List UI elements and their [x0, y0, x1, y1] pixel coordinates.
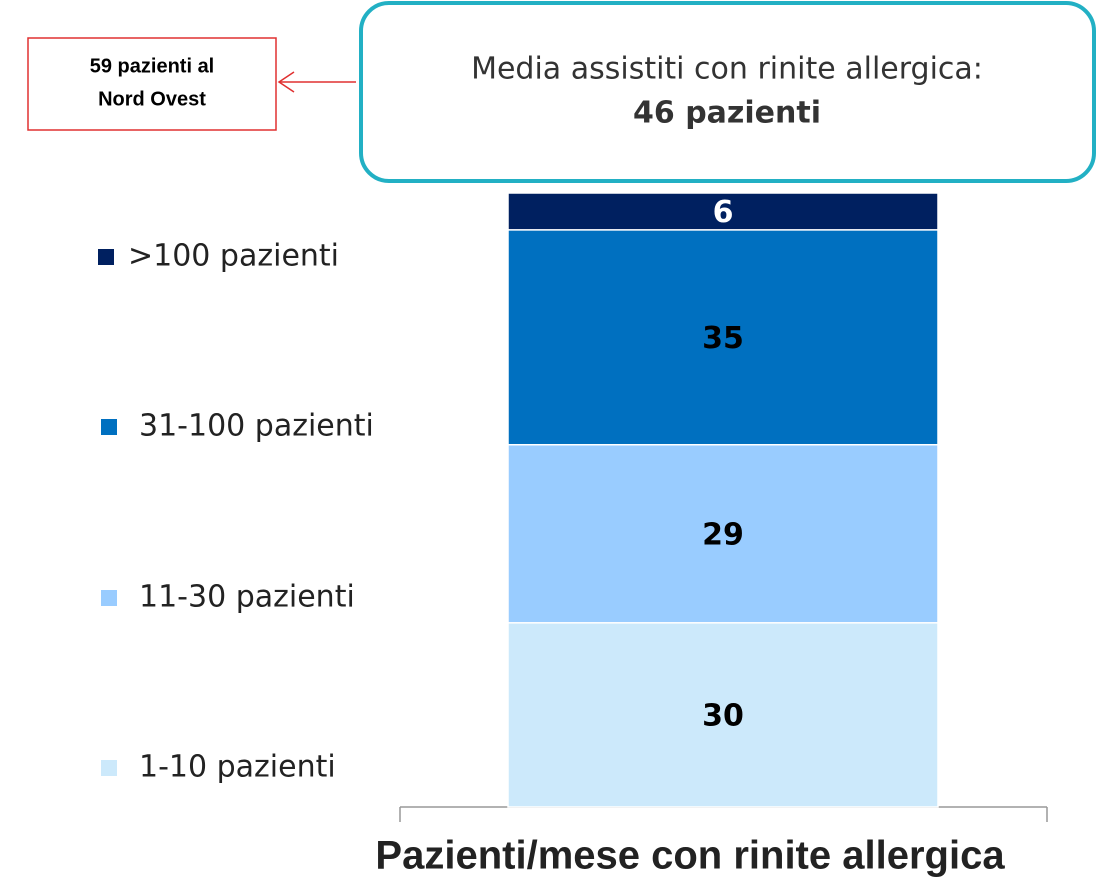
legend-marker: [101, 419, 117, 435]
x-axis-category: Pazienti/mese con rinite allergica: [375, 834, 1005, 878]
bar-segment: [507, 443, 939, 624]
note-text: Nord Ovest: [98, 88, 206, 110]
legend-label: 31-100 pazienti: [139, 409, 374, 444]
legend-marker: [101, 590, 117, 606]
data-label: 35: [702, 321, 744, 356]
legend-label: >100 pazienti: [128, 239, 339, 274]
callout-box: [359, 1, 1096, 183]
x-axis: [399, 806, 1048, 822]
legend-marker: [98, 249, 114, 265]
legend-label: 1-10 pazienti: [139, 750, 336, 785]
data-label: 30: [702, 698, 744, 733]
note-arrow: [277, 71, 356, 93]
legend-label: 11-30 pazienti: [139, 580, 355, 615]
callout-text: Media assistiti con rinite allergica:: [471, 52, 983, 87]
note-box: [27, 37, 277, 131]
bar-segment: [507, 622, 939, 808]
data-label: 6: [713, 195, 734, 230]
bar-segment: [507, 192, 939, 231]
legend-marker: [101, 760, 117, 776]
note-text: 59 pazienti al: [90, 55, 215, 77]
data-label: 29: [702, 517, 744, 552]
callout-value: 46 pazienti: [633, 96, 821, 131]
bar-segment: [507, 229, 939, 446]
